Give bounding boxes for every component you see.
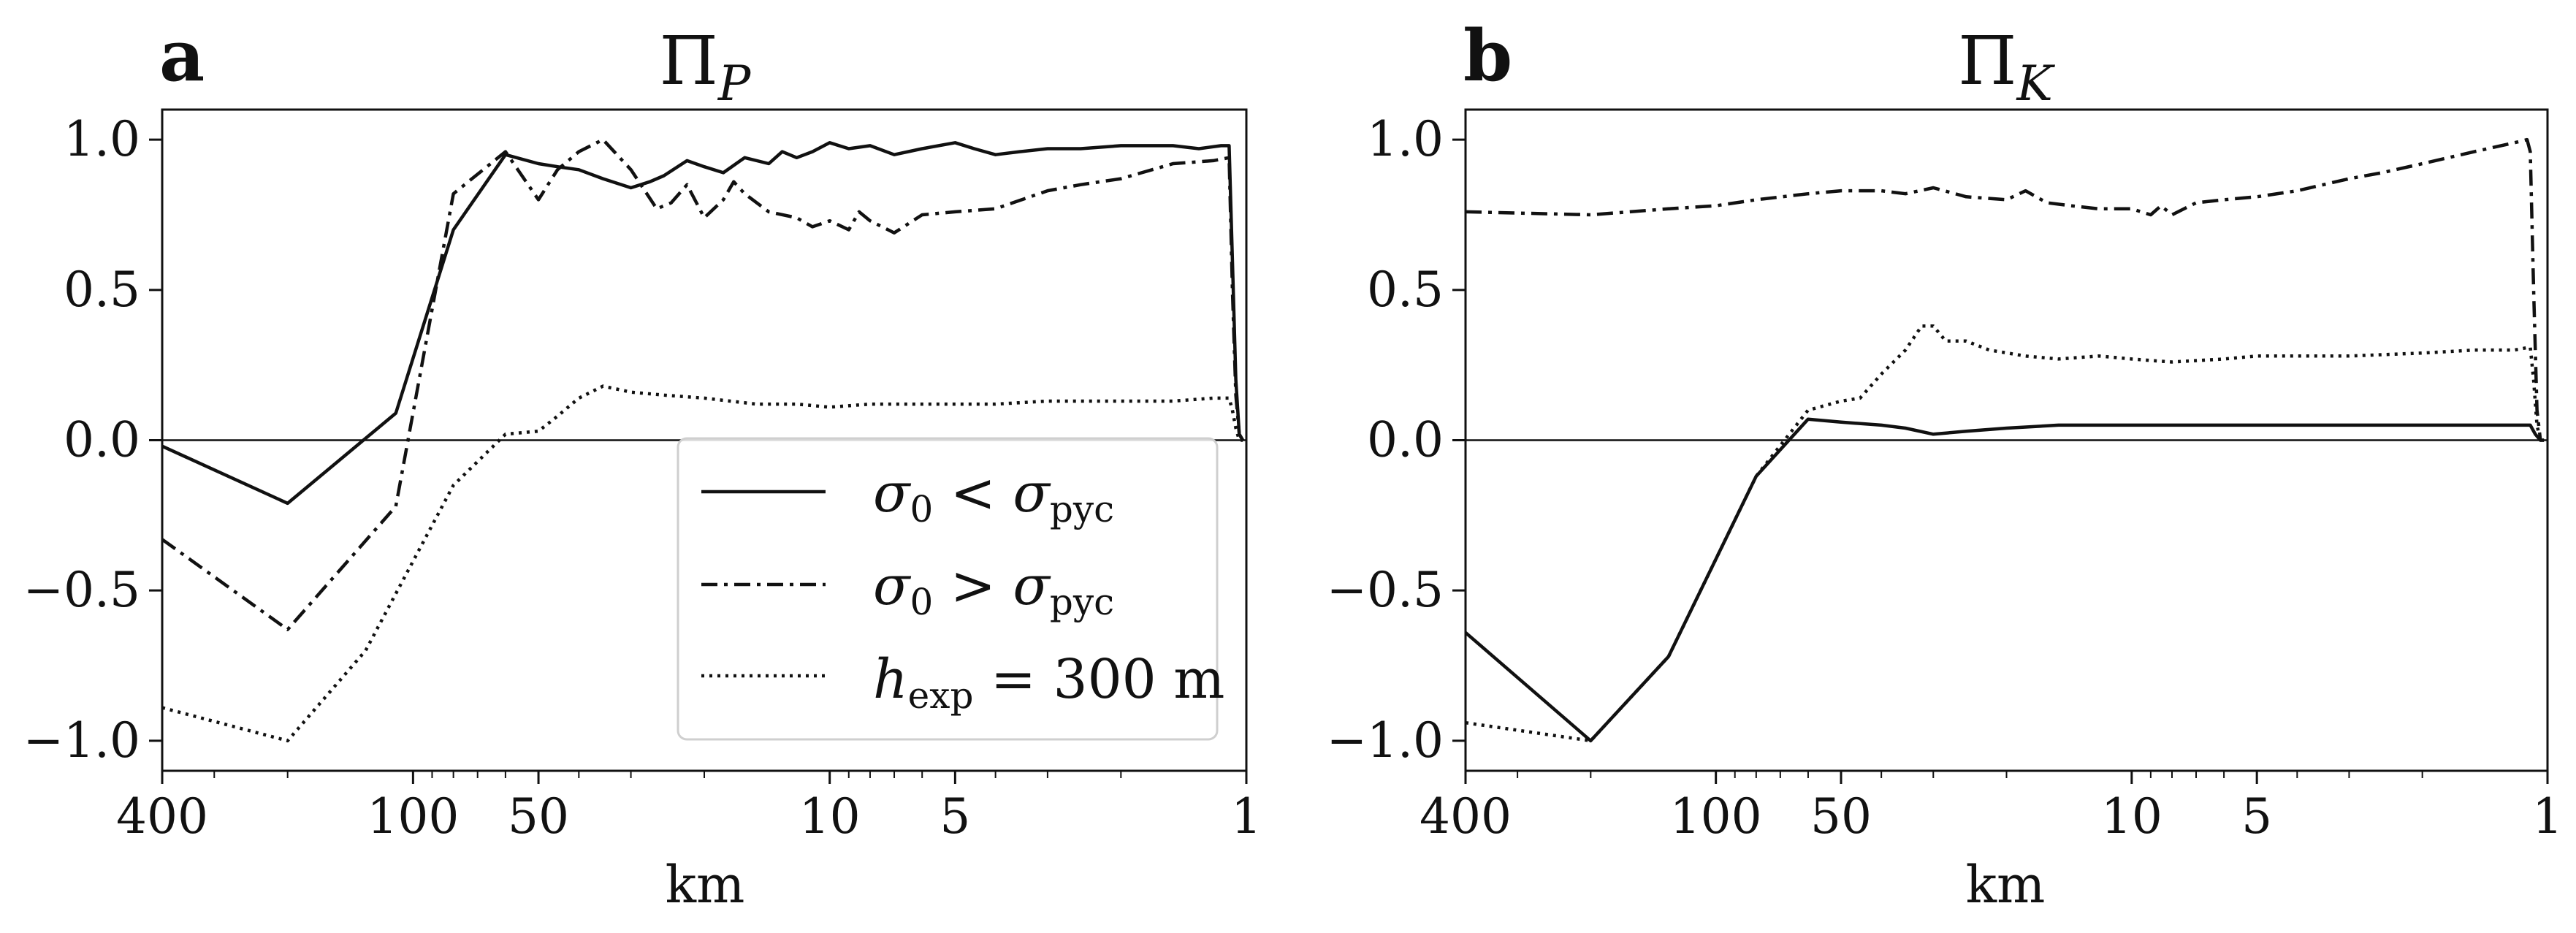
x-tick-label: 100 xyxy=(367,788,459,845)
series-line-dashdot xyxy=(1465,137,2545,442)
y-tick-label: −1.0 xyxy=(1327,712,1444,769)
x-tick-label: 100 xyxy=(1670,788,1762,845)
series-line-solid xyxy=(1464,417,2545,743)
x-tick-label: 1 xyxy=(1231,788,1262,845)
series-line-dashdot xyxy=(161,137,1245,631)
x-tick-label: 50 xyxy=(1810,788,1872,845)
panel-a-plot-area: 400 100 50 10 5 1 −1.0 −0.5 0.0 0.5 1.0 xyxy=(23,108,1262,845)
x-tick-label: 5 xyxy=(2241,788,2272,845)
legend-label: hexp = 300 m xyxy=(873,648,1224,717)
legend-entry: σ0 < σpyc xyxy=(701,462,1114,530)
panel-a-title: ΠP xyxy=(660,22,752,112)
panel-b-title: ΠK xyxy=(1958,22,2055,112)
x-tick-label: 400 xyxy=(1420,788,1512,845)
y-tick-label: 0.5 xyxy=(1367,262,1444,318)
panel-b: b ΠK 400 100 50 10 5 1 −1.0 −0.5 0.0 0.5 1.0 km xyxy=(1327,15,2563,915)
x-tick-label: 50 xyxy=(508,788,569,845)
legend-entry: σ0 > σpyc xyxy=(701,555,1114,623)
x-tick-label: 10 xyxy=(799,788,861,845)
legend-box xyxy=(677,437,1219,741)
y-tick-label: 1.0 xyxy=(64,111,140,167)
panel-b-plot-area: 400 100 50 10 5 1 −1.0 −0.5 0.0 0.5 1.0 xyxy=(1327,108,2563,845)
x-tick-label: 400 xyxy=(116,788,208,845)
panel-a: a ΠP 400 100 50 10 5 1 −1.0 −0.5 0.0 0.5 1.0 km σ0… xyxy=(23,15,1262,915)
legend-label: σ0 < σpyc xyxy=(873,462,1114,530)
panel-b-x-axis-label: km xyxy=(1966,855,2046,915)
x-tick-label: 10 xyxy=(2101,788,2162,845)
series-line-dotted xyxy=(1465,324,2545,743)
y-tick-label: −1.0 xyxy=(23,712,140,769)
series-line-solid xyxy=(161,141,1245,506)
y-tick-label: 0.0 xyxy=(1367,412,1444,468)
y-tick-label: 0.0 xyxy=(64,412,140,468)
x-tick-label: 5 xyxy=(940,788,970,845)
panel-letter-a: a xyxy=(159,15,205,97)
y-tick-label: 0.5 xyxy=(64,262,140,318)
legend: σ0 < σpyc σ0 > σpyc hexp = 300 m xyxy=(677,437,1224,741)
y-tick-label: −0.5 xyxy=(1327,562,1444,618)
panel-letter-b: b xyxy=(1463,15,1512,97)
y-tick-label: 1.0 xyxy=(1367,111,1444,167)
x-tick-label: 1 xyxy=(2532,788,2563,845)
legend-label: σ0 > σpyc xyxy=(873,555,1114,623)
y-tick-label: −0.5 xyxy=(23,562,140,618)
legend-entry: hexp = 300 m xyxy=(701,648,1224,717)
panel-a-x-axis-label: km xyxy=(666,855,745,915)
